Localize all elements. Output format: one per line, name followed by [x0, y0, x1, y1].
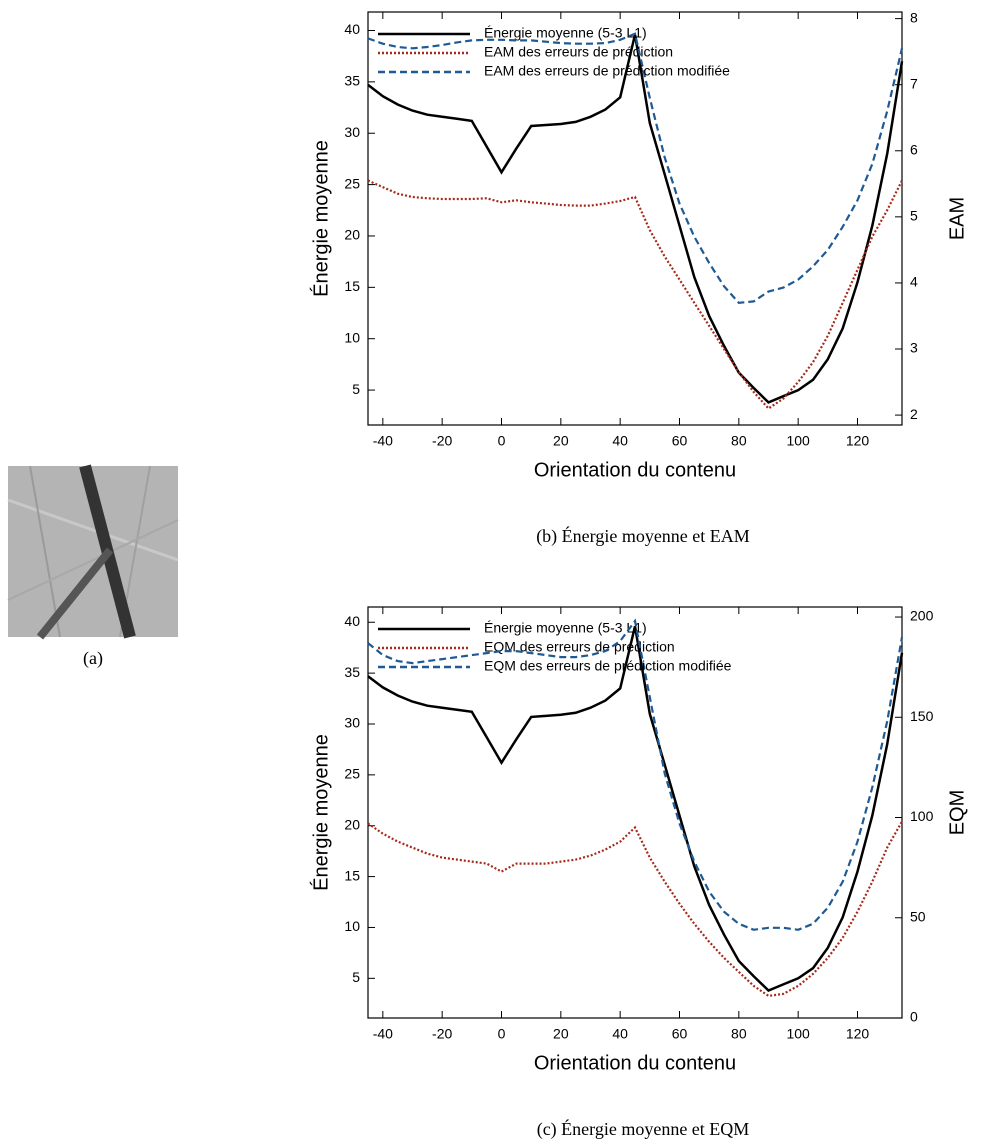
y-tick-label: 30 [344, 715, 360, 731]
legend-label: EQM des erreurs de prédiction modifiée [484, 658, 732, 674]
y-tick-label: 25 [344, 175, 360, 191]
x-tick-label: 80 [731, 1026, 747, 1042]
legend-label: EAM des erreurs de prédiction modifiée [484, 63, 730, 79]
y-tick-label: 35 [344, 664, 360, 680]
y-tick-label: 5 [352, 969, 360, 985]
x-tick-label: 60 [672, 1026, 688, 1042]
series-line [367, 179, 903, 410]
y-tick-label: 40 [344, 21, 360, 37]
y2-tick-label: 100 [910, 808, 934, 824]
x-tick-label: 80 [731, 433, 747, 449]
y-tick-label: 40 [344, 613, 360, 629]
y-tick-label: 15 [344, 278, 360, 294]
y-tick-label: 30 [344, 124, 360, 140]
legend-label: EAM des erreurs de prédiction [484, 44, 673, 60]
y2-tick-label: 4 [910, 274, 918, 290]
x-tick-label: 120 [846, 1026, 870, 1042]
series-line [367, 618, 904, 931]
y-tick-label: 25 [344, 766, 360, 782]
x-tick-label: 40 [612, 1026, 628, 1042]
y-axis-label: Énergie moyenne [309, 140, 332, 297]
legend-label: EQM des erreurs de prédiction [484, 639, 675, 655]
x-tick-label: -20 [432, 1026, 452, 1042]
legend-label: Énergie moyenne (5-3 L1) [484, 620, 647, 636]
x-axis-label: Orientation du contenu [534, 459, 736, 481]
series-line [367, 32, 904, 304]
y-tick-label: 35 [344, 73, 360, 89]
y2-tick-label: 200 [910, 608, 934, 624]
y-tick-label: 20 [344, 816, 360, 832]
photo [7, 464, 179, 640]
y-tick-label: 15 [344, 867, 360, 883]
x-axis-label: Orientation du contenu [534, 1052, 736, 1074]
y2-tick-label: 8 [910, 9, 918, 25]
y2-tick-label: 6 [910, 141, 918, 157]
y2-tick-label: 0 [910, 1009, 918, 1025]
y2-axis-label: EQM [946, 790, 968, 836]
x-tick-label: 0 [498, 433, 506, 449]
x-tick-label: 40 [612, 433, 628, 449]
y2-tick-label: 7 [910, 75, 918, 91]
y2-tick-label: 2 [910, 406, 918, 422]
y-tick-label: 5 [352, 381, 360, 397]
x-tick-label: 0 [498, 1026, 506, 1042]
series-line [367, 626, 904, 992]
x-tick-label: 20 [553, 433, 569, 449]
y2-tick-label: 50 [910, 908, 926, 924]
y2-tick-label: 5 [910, 208, 918, 224]
y-tick-label: 20 [344, 227, 360, 243]
series-line [367, 820, 903, 998]
plot-frame [367, 606, 903, 1019]
y-tick-label: 10 [344, 329, 360, 345]
x-tick-label: -40 [373, 1026, 393, 1042]
x-tick-label: 60 [672, 433, 688, 449]
x-tick-label: 20 [553, 1026, 569, 1042]
x-tick-label: 120 [846, 433, 870, 449]
y2-tick-label: 150 [910, 708, 934, 724]
y-axis-label: Énergie moyenne [309, 734, 332, 891]
x-tick-label: -20 [432, 433, 452, 449]
legend-label: Énergie moyenne (5-3 L1) [484, 25, 647, 41]
chart-caption: (b) Énergie moyenne et EAM [536, 525, 750, 547]
y2-axis-label: EAM [946, 197, 968, 240]
image-caption: (a) [83, 648, 103, 669]
x-tick-label: 100 [786, 1026, 810, 1042]
plot-frame [367, 11, 903, 426]
chart-caption: (c) Énergie moyenne et EQM [537, 1118, 750, 1140]
x-tick-label: 100 [786, 433, 810, 449]
x-tick-label: -40 [373, 433, 393, 449]
y2-tick-label: 3 [910, 340, 918, 356]
y-tick-label: 10 [344, 918, 360, 934]
